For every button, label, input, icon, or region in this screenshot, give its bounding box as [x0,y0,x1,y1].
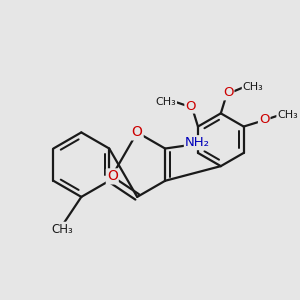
Text: NH₂: NH₂ [185,136,210,149]
Text: CH₃: CH₃ [277,110,298,120]
Text: O: O [185,100,196,112]
Text: CH₃: CH₃ [51,223,73,236]
Text: CH₃: CH₃ [155,97,176,106]
Text: O: O [132,125,142,140]
Text: O: O [259,113,269,126]
Text: CH₃: CH₃ [243,82,263,92]
Text: O: O [223,86,233,99]
Text: O: O [107,169,118,183]
